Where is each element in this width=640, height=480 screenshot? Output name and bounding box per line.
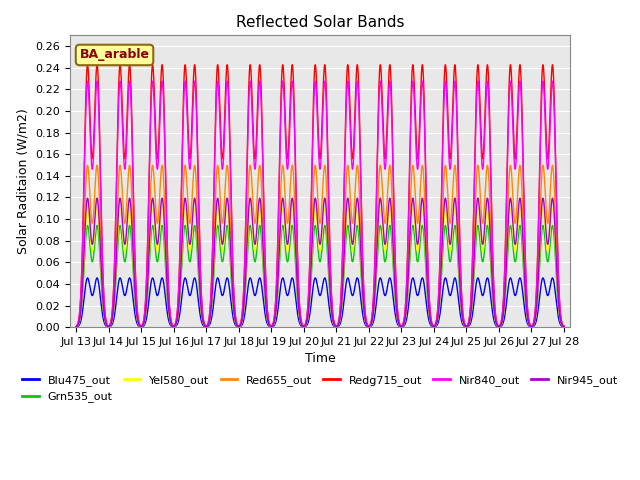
- Redg715_out: [540, 65, 547, 71]
- Line: Nir945_out: Nir945_out: [76, 198, 564, 327]
- Nir945_out: [191, 195, 198, 201]
- Legend: Blu475_out, Grn535_out, Yel580_out, Red655_out, Redg715_out, Nir840_out, Nir945_: Blu475_out, Grn535_out, Yel580_out, Red6…: [17, 371, 623, 407]
- Y-axis label: Solar Raditaion (W/m2): Solar Raditaion (W/m2): [17, 108, 29, 254]
- Grn535_out: [443, 228, 451, 234]
- Grn535_out: [191, 223, 198, 228]
- Yel580_out: [540, 208, 547, 214]
- X-axis label: Time: Time: [305, 352, 335, 365]
- Redg715_out: [443, 75, 451, 81]
- Yel580_out: [303, 319, 311, 325]
- Nir840_out: [191, 78, 198, 84]
- Blu475_out: [303, 322, 311, 328]
- Grn535_out: [540, 224, 547, 229]
- Red655_out: [540, 165, 547, 170]
- Redg715_out: [238, 313, 246, 319]
- Nir945_out: [540, 197, 547, 203]
- Nir840_out: [429, 323, 436, 328]
- Nir840_out: [303, 313, 311, 319]
- Red655_out: [303, 317, 311, 323]
- Yel580_out: [72, 324, 80, 330]
- Blu475_out: [534, 312, 541, 317]
- Red655_out: [429, 323, 436, 329]
- Line: Yel580_out: Yel580_out: [76, 209, 564, 327]
- Blu475_out: [191, 275, 198, 281]
- Redg715_out: [72, 324, 80, 329]
- Line: Grn535_out: Grn535_out: [76, 226, 564, 327]
- Yel580_out: [191, 206, 198, 212]
- Red655_out: [72, 324, 80, 330]
- Line: Blu475_out: Blu475_out: [76, 278, 564, 327]
- Yel580_out: [534, 294, 541, 300]
- Nir840_out: [534, 262, 541, 267]
- Blu475_out: [560, 324, 568, 330]
- Yel580_out: [238, 319, 246, 325]
- Grn535_out: [429, 324, 436, 329]
- Text: BA_arable: BA_arable: [79, 48, 150, 61]
- Nir840_out: [238, 314, 246, 320]
- Line: Red655_out: Red655_out: [76, 165, 564, 327]
- Redg715_out: [303, 312, 311, 318]
- Yel580_out: [443, 212, 451, 218]
- Red655_out: [191, 162, 198, 168]
- Blu475_out: [443, 277, 451, 283]
- Title: Reflected Solar Bands: Reflected Solar Bands: [236, 15, 404, 30]
- Redg715_out: [534, 257, 541, 263]
- Nir945_out: [560, 324, 568, 329]
- Nir945_out: [238, 319, 246, 324]
- Nir840_out: [72, 324, 80, 329]
- Nir840_out: [540, 81, 547, 87]
- Grn535_out: [238, 320, 246, 326]
- Blu475_out: [429, 324, 436, 330]
- Red655_out: [560, 324, 568, 329]
- Nir945_out: [443, 202, 451, 208]
- Red655_out: [443, 171, 451, 177]
- Red655_out: [238, 317, 246, 323]
- Nir945_out: [72, 324, 80, 330]
- Grn535_out: [72, 324, 80, 330]
- Grn535_out: [560, 324, 568, 330]
- Redg715_out: [429, 323, 436, 328]
- Line: Redg715_out: Redg715_out: [76, 65, 564, 326]
- Grn535_out: [303, 320, 311, 325]
- Nir945_out: [303, 319, 311, 324]
- Blu475_out: [72, 324, 80, 330]
- Blu475_out: [238, 322, 246, 328]
- Nir840_out: [443, 91, 451, 96]
- Nir945_out: [534, 291, 541, 297]
- Nir840_out: [560, 323, 568, 329]
- Nir945_out: [429, 324, 436, 329]
- Yel580_out: [429, 324, 436, 329]
- Grn535_out: [534, 299, 541, 304]
- Redg715_out: [191, 62, 198, 68]
- Yel580_out: [560, 324, 568, 329]
- Red655_out: [534, 283, 541, 289]
- Redg715_out: [560, 323, 568, 329]
- Blu475_out: [540, 276, 547, 281]
- Line: Nir840_out: Nir840_out: [76, 81, 564, 326]
